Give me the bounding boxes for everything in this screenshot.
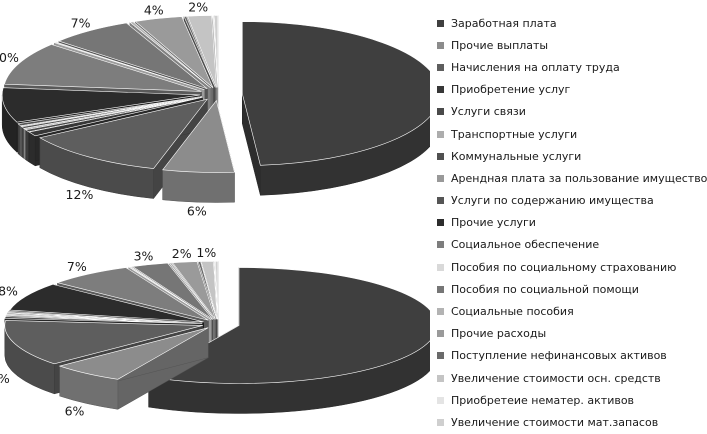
legend: Заработная плата Прочие выплаты Начисления… (437, 12, 707, 434)
pie-data-label: 13% (0, 371, 10, 386)
legend-swatch (437, 308, 444, 316)
legend-swatch (437, 130, 444, 138)
legend-item: Увеличение стоимости осн. средств (437, 367, 705, 389)
pie-data-label: 6% (65, 404, 85, 419)
legend-label: Прочие расходы (451, 327, 547, 341)
legend-swatch (437, 41, 444, 49)
legend-swatch (437, 86, 444, 94)
legend-label: Социальное обеспечение (451, 238, 600, 252)
pie-data-label: 2% (172, 246, 192, 261)
legend-swatch (437, 108, 444, 116)
legend-label: Приобретеие нематер. активов (451, 393, 635, 407)
legend-label: Заработная плата (451, 16, 557, 30)
pie-data-label: 1% (196, 245, 216, 260)
legend-item: Социальные пособия (437, 300, 705, 322)
legend-label: Увеличение стоимости осн. средств (451, 371, 661, 385)
legend-item: Коммунальные услуги (437, 145, 705, 167)
legend-item: Прочие выплаты (437, 34, 705, 56)
legend-label: Арендная плата за пользование имуществом (451, 171, 707, 185)
legend-swatch (437, 263, 444, 271)
legend-swatch (437, 330, 444, 338)
legend-item: Прочие услуги (437, 212, 705, 234)
pie-slice (162, 99, 235, 203)
legend-swatch (437, 174, 444, 182)
legend-item: Прочие расходы (437, 323, 705, 345)
legend-label: Прочие выплаты (451, 38, 549, 52)
pie-slice (241, 21, 430, 196)
pie-chart-1: 50%6%12%8%10%7%4%2% (0, 0, 430, 218)
pie-data-label: 4% (144, 2, 164, 17)
legend-item: Поступление нефинансовых активов (437, 345, 705, 367)
legend-swatch (437, 396, 444, 404)
legend-label: Социальные пособия (451, 305, 574, 319)
legend-label: Прочие услуги (451, 216, 536, 230)
pie-chart-2: 58%6%13%8%7%3%2%1% (0, 245, 430, 419)
legend-swatch (437, 241, 444, 249)
legend-label: Пособия по социальной помощи (451, 282, 639, 296)
legend-item: Услуги связи (437, 101, 705, 123)
legend-item: Пособия по социальному страхованию (437, 256, 705, 278)
pie-data-label: 7% (71, 16, 91, 31)
legend-swatch (437, 197, 444, 205)
legend-swatch (437, 63, 444, 71)
legend-item: Заработная плата (437, 12, 705, 34)
legend-item: Приобретеие нематер. активов (437, 389, 705, 411)
pie-slice (147, 267, 430, 414)
pie-slice (58, 327, 209, 410)
legend-label: Увеличение стоимости мат.запасов (451, 415, 659, 429)
pie-charts: 50%6%12%8%10%7%4%2%58%6%13%8%7%3%2%1% (0, 0, 430, 419)
pie-data-label: 3% (134, 249, 154, 264)
legend-label: Услуги по содержанию имущества (451, 194, 654, 208)
pie-data-label: 8% (0, 283, 18, 298)
legend-swatch (437, 19, 444, 27)
legend-item: Транспортные услуги (437, 123, 705, 145)
legend-item: Арендная плата за пользование имуществом (437, 167, 707, 189)
legend-label: Коммунальные услуги (451, 149, 582, 163)
legend-swatch (437, 152, 444, 160)
legend-item: Пособия по социальной помощи (437, 278, 705, 300)
legend-swatch (437, 418, 444, 426)
pie-data-label: 6% (187, 203, 207, 218)
legend-label: Услуги связи (451, 105, 526, 119)
legend-item: Увеличение стоимости мат.запасов (437, 411, 705, 433)
legend-swatch (437, 352, 444, 360)
pie-data-label: 2% (188, 0, 208, 15)
legend-item: Начисления на оплату труда (437, 56, 705, 78)
pie-data-label: 10% (0, 50, 19, 65)
legend-label: Приобретение услуг (451, 83, 571, 97)
legend-label: Транспортные услуги (451, 127, 578, 141)
legend-item: Приобретение услуг (437, 79, 705, 101)
pie-data-label: 7% (67, 259, 87, 274)
legend-swatch (437, 285, 444, 293)
legend-label: Поступление нефинансовых активов (451, 349, 667, 363)
legend-item: Услуги по содержанию имущества (437, 190, 705, 212)
legend-swatch (437, 219, 444, 227)
pie-data-label: 12% (66, 187, 94, 202)
legend-label: Пособия по социальному страхованию (451, 260, 677, 274)
legend-swatch (437, 374, 444, 382)
legend-item: Социальное обеспечение (437, 234, 705, 256)
legend-label: Начисления на оплату труда (451, 60, 620, 74)
